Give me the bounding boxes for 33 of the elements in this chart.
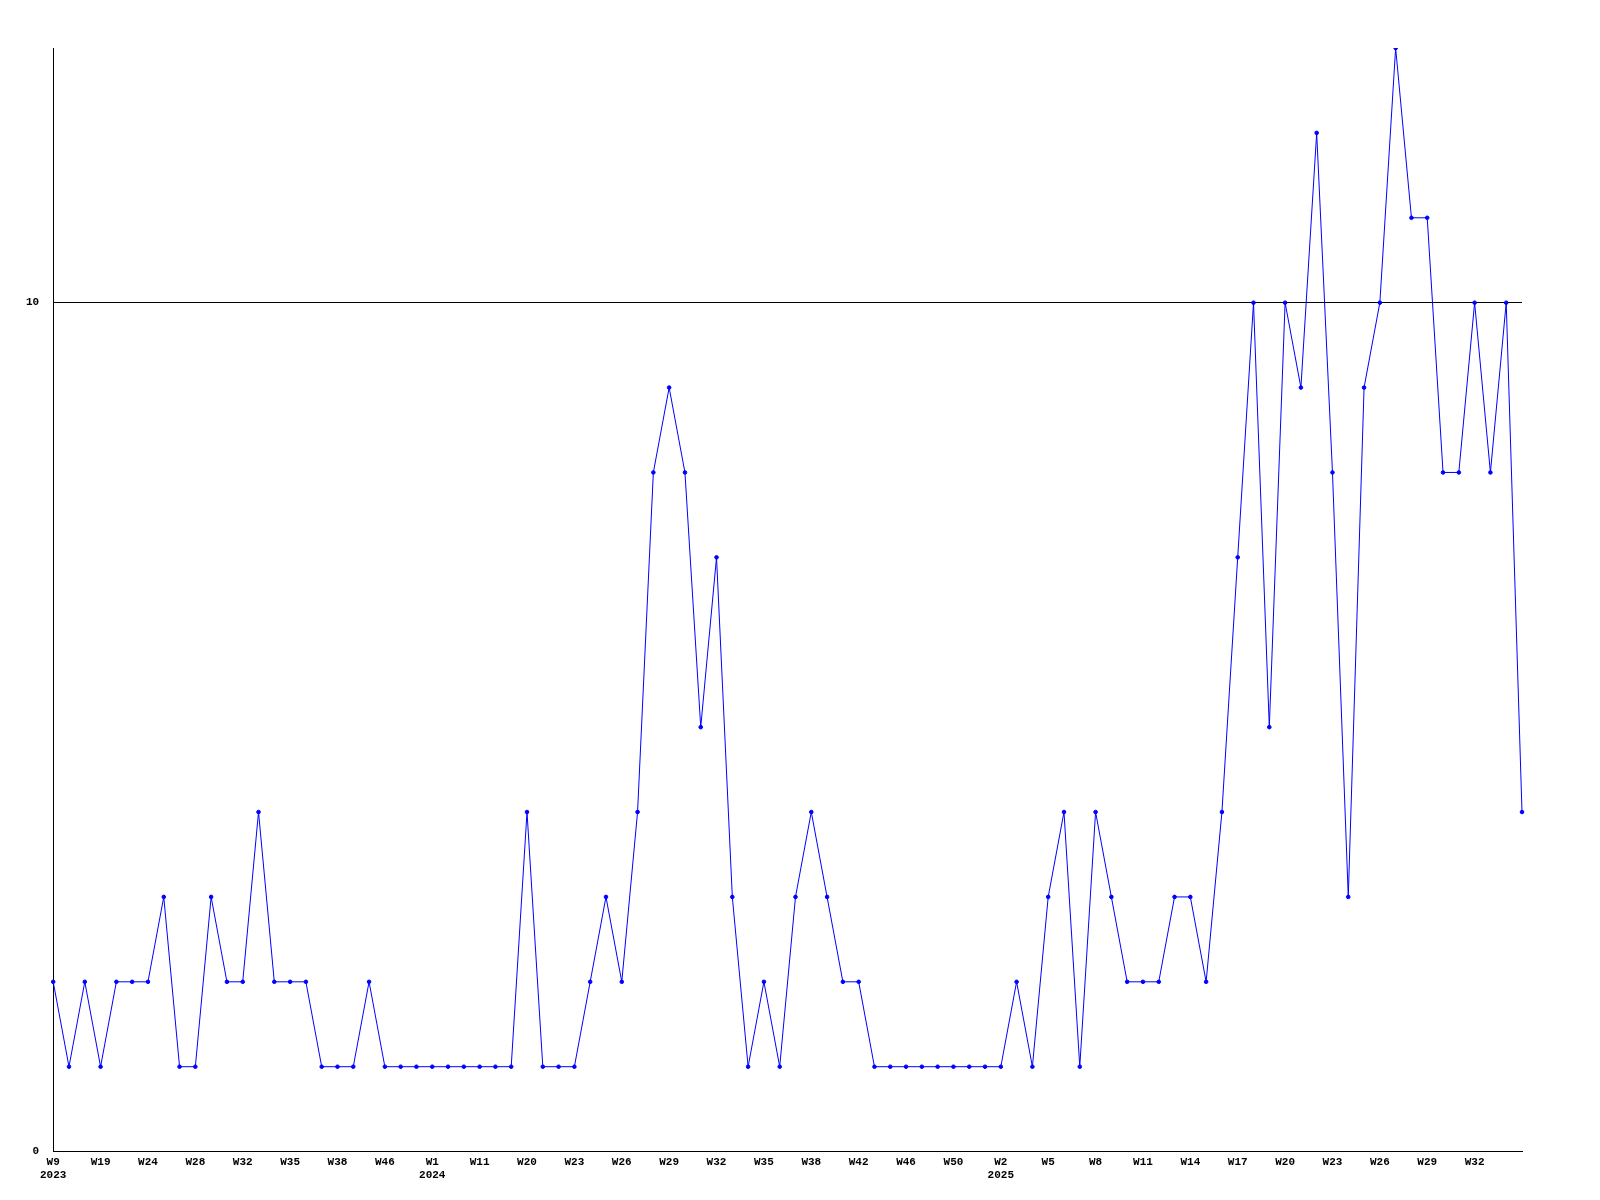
x-tick-label: W17 [1227,1155,1248,1168]
x-tick-label: W24 [138,1155,159,1168]
x-tick-label: W28 [185,1155,206,1168]
y-tick-label: 0 [32,1145,40,1158]
x-tick-label: W26 [1369,1155,1390,1168]
x-tick-label: W38 [801,1155,822,1168]
x-tick-label: W32 [232,1155,253,1168]
y-tick-label: 10 [26,296,40,309]
x-tick-label: W20 [1275,1155,1295,1168]
x-tick-label: W35 [754,1155,775,1168]
x-tick-label: W11 [469,1155,490,1168]
x-tick-label: W38 [327,1155,348,1168]
x-tick-label: W2 2025 [987,1155,1015,1182]
x-tick-label: W46 [896,1155,916,1168]
x-tick-label: W1 2024 [419,1155,446,1182]
x-tick-label: W50 [943,1155,964,1168]
x-tick-label: W14 [1180,1155,1201,1168]
x-tick-label: W26 [611,1155,632,1168]
x-tick-label: W32 [706,1155,727,1168]
x-tick-label: W23 [564,1155,585,1168]
x-tick-label: W9 2023 [40,1155,67,1182]
x-tick-label: W46 [374,1155,395,1168]
x-tick-label: W42 [848,1155,869,1168]
x-tick-label: W11 [1133,1155,1154,1168]
x-tick-label: W8 [1088,1155,1103,1168]
x-tick-label: W20 [517,1155,537,1168]
x-tick-label: W23 [1322,1155,1343,1168]
x-tick-label: W35 [280,1155,301,1168]
x-tick-label: W19 [90,1155,111,1168]
x-tick-label: W29 [659,1155,680,1168]
x-tick-label: W32 [1464,1155,1485,1168]
x-tick-label: W29 [1417,1155,1438,1168]
x-tick-label: W5 [1041,1155,1056,1168]
